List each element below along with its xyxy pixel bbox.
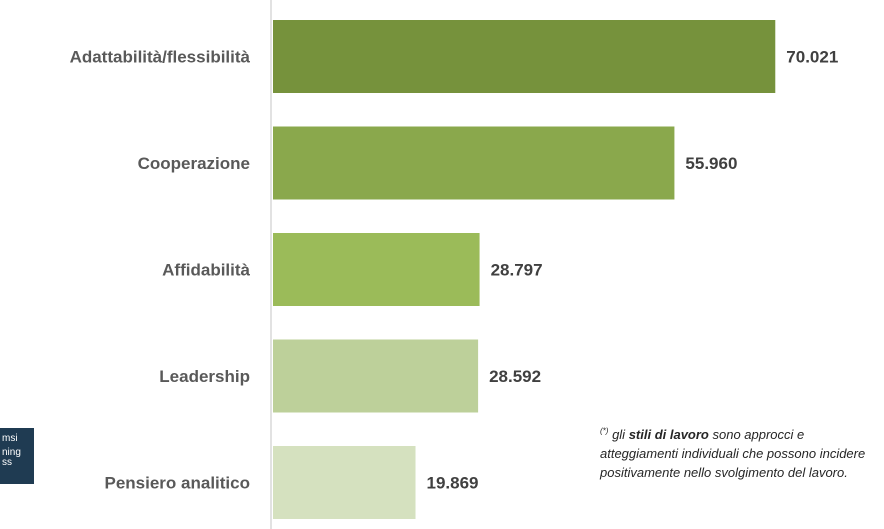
category-label-3: Leadership	[159, 367, 250, 386]
category-label-0: Adattabilità/flessibilità	[70, 48, 251, 67]
value-label-3: 28.592	[489, 367, 541, 386]
logo-text-line-1: msi	[2, 433, 18, 444]
value-label-4: 19.869	[427, 474, 479, 493]
logo: msi ning ss	[0, 428, 34, 484]
footnote-bold-term: stili di lavoro	[628, 427, 709, 442]
category-label-4: Pensiero analitico	[105, 474, 251, 493]
logo-text-line-2: ning	[2, 447, 21, 458]
bars-group: Adattabilità/flessibilità 70.021 Cooperazi…	[70, 20, 838, 519]
bar-2	[273, 233, 480, 306]
category-label-1: Cooperazione	[138, 154, 250, 173]
footnote-text-pre: gli	[608, 427, 629, 442]
bar-3	[273, 339, 479, 413]
footnote: (*) gli stili di lavoro sono approcci e …	[600, 425, 878, 482]
logo-text-line-3: ss	[2, 457, 12, 468]
footnote-text-post: sono approcci e atteggiamenti individual…	[600, 427, 866, 480]
footnote-marker: (*)	[600, 426, 609, 436]
category-label-2: Affidabilità	[162, 261, 250, 280]
bar-0	[273, 20, 776, 93]
value-label-2: 28.797	[491, 261, 543, 280]
bar-4	[273, 446, 416, 519]
value-label-1: 55.960	[685, 154, 737, 173]
value-label-0: 70.021	[786, 48, 838, 67]
bar-1	[273, 126, 675, 200]
